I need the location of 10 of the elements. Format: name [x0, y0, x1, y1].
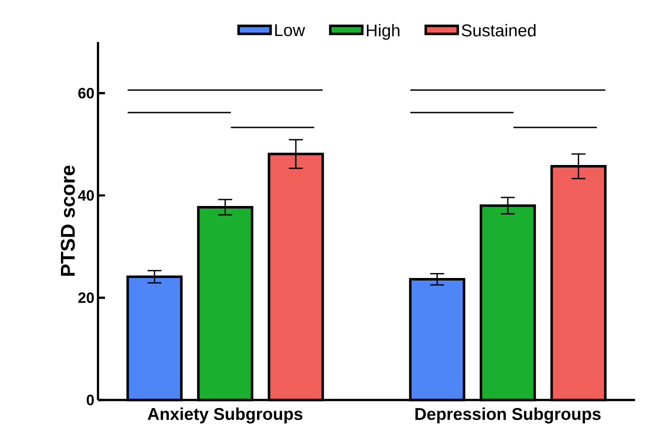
x-tick-label: Depression Subgroups [415, 408, 601, 424]
legend-label: Sustained [462, 24, 536, 36]
y-tick-label: 20 [78, 292, 94, 304]
y-tick-label: 60 [78, 88, 94, 98]
x-tick-label: Anxiety Subgroups [148, 408, 302, 424]
y-tick-label: 40 [78, 190, 94, 201]
legend-label: Low [275, 24, 306, 36]
y-axis-title: PTSD score [60, 166, 75, 276]
y-tick-label: 0 [86, 394, 94, 406]
legend-label: High [366, 24, 400, 40]
